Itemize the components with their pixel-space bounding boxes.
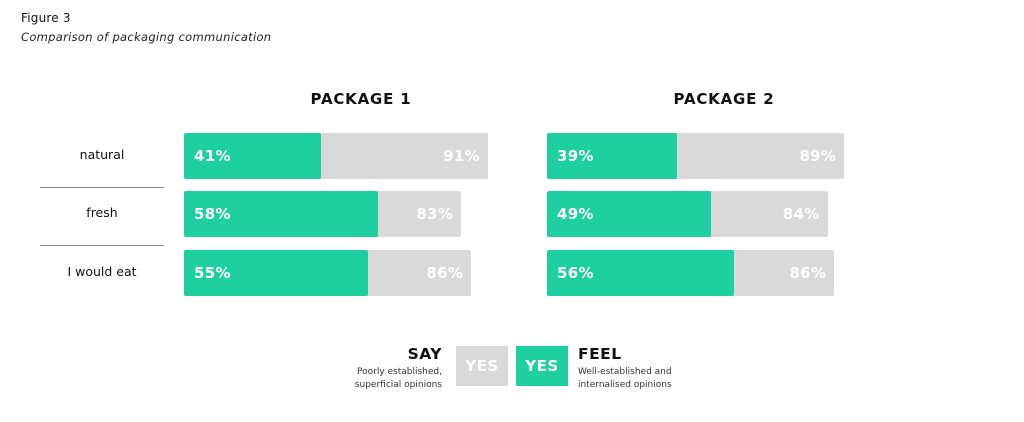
category-label: natural	[79, 147, 125, 162]
bar-say-label: 84%	[782, 205, 820, 223]
category-label: I would eat	[67, 264, 137, 279]
bar-feel	[184, 191, 378, 237]
panel-title: PACKAGE 2	[673, 90, 775, 108]
legend-say-description: Poorly established, superficial opinions	[322, 366, 442, 392]
legend-feel-description: Well-established and internalised opinio…	[578, 366, 698, 392]
legend-say-desc-line1: Poorly established,	[357, 367, 442, 377]
bar-feel-label: 55%	[194, 264, 231, 282]
bar-feel-label: 41%	[194, 147, 231, 165]
bar-feel	[184, 133, 321, 179]
figure-caption: Comparison of packaging communication	[21, 30, 272, 44]
bar-feel	[547, 133, 678, 179]
figure-label: Figure 3	[21, 11, 71, 25]
bar-feel	[547, 191, 711, 237]
bar-feel	[184, 250, 368, 296]
bar-say-label: 89%	[799, 147, 837, 165]
bar-feel-label: 58%	[194, 205, 231, 223]
bar-feel-label: 56%	[557, 264, 594, 282]
legend-feel-desc-line2: internalised opinions	[578, 380, 672, 390]
bar-say-label: 86%	[426, 264, 464, 282]
bar-say-label: 91%	[443, 147, 480, 165]
bar-feel-label: 39%	[557, 147, 594, 165]
legend-feel-swatch: YES	[516, 346, 568, 386]
legend-say-swatch: YES	[456, 346, 508, 386]
bar-feel	[547, 250, 735, 296]
bar-say-label: 86%	[789, 264, 827, 282]
legend-feel-desc-line1: Well-established and	[578, 367, 672, 377]
row-separator	[40, 245, 164, 246]
legend-say-desc-line2: superficial opinions	[354, 380, 442, 390]
legend-feel-title: FEEL	[578, 345, 622, 363]
bar-say-label: 83%	[416, 205, 454, 223]
legend-say-title: SAY	[407, 345, 442, 363]
bar-feel-label: 49%	[557, 205, 594, 223]
row-separator	[40, 187, 164, 188]
panel-title: PACKAGE 1	[310, 90, 412, 108]
category-label: fresh	[86, 205, 118, 220]
